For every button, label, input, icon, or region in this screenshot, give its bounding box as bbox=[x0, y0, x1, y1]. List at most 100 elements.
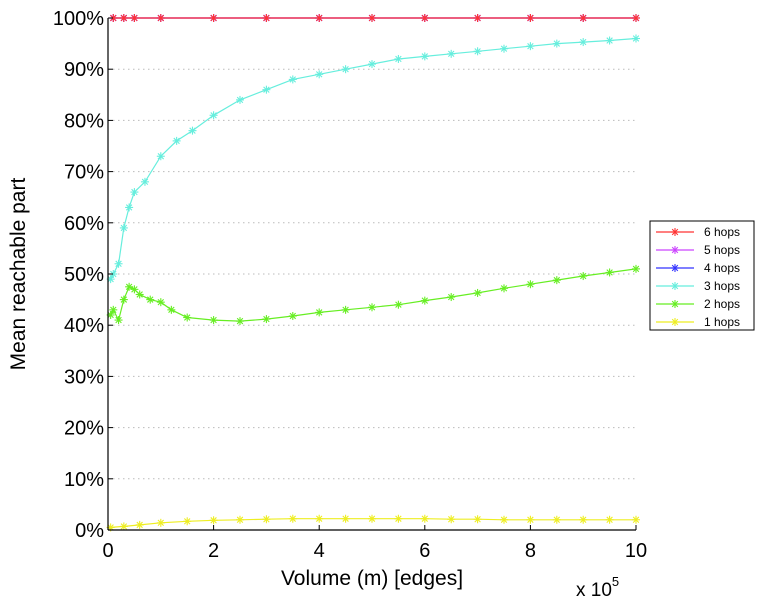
data-point bbox=[114, 259, 123, 268]
legend: 6 hops 5 hops 4 hops 3 hops 2 hops 1 hops bbox=[649, 220, 755, 331]
data-point bbox=[526, 280, 535, 289]
x-tick-label: 10 bbox=[625, 540, 647, 562]
data-point bbox=[288, 311, 297, 320]
legend-label: 2 hops bbox=[704, 297, 740, 311]
data-point bbox=[156, 298, 165, 307]
x-multiplier-exponent: 5 bbox=[612, 574, 619, 589]
y-axis-label: Mean reachable part bbox=[7, 178, 30, 371]
data-point bbox=[368, 60, 376, 69]
x-multiplier-base: x 10 bbox=[576, 580, 612, 600]
x-tick-label: 2 bbox=[208, 540, 219, 562]
data-point bbox=[605, 515, 614, 524]
data-point bbox=[473, 515, 482, 524]
data-point bbox=[146, 295, 155, 304]
legend-label: 3 hops bbox=[704, 279, 740, 293]
data-point bbox=[447, 293, 456, 302]
data-point bbox=[209, 516, 218, 525]
data-point bbox=[262, 515, 271, 524]
y-tick-label: 70% bbox=[64, 162, 104, 184]
data-point bbox=[579, 272, 588, 281]
x-tick-label: 0 bbox=[102, 540, 113, 562]
y-tick-label: 10% bbox=[64, 469, 104, 491]
legend-label: 5 hops bbox=[704, 243, 740, 257]
data-point bbox=[183, 517, 192, 526]
data-point bbox=[473, 288, 482, 297]
legend-marker bbox=[671, 264, 679, 272]
data-point bbox=[156, 14, 165, 22]
x-multiplier-label: x 105 bbox=[576, 574, 619, 600]
x-tick-label: 6 bbox=[419, 540, 430, 562]
y-tick-label: 0% bbox=[75, 520, 104, 542]
data-point bbox=[119, 223, 128, 232]
y-tick-label: 80% bbox=[64, 110, 104, 132]
y-tick-label: 100% bbox=[53, 8, 104, 30]
data-point bbox=[315, 308, 324, 317]
data-point bbox=[209, 14, 218, 22]
data-point bbox=[341, 65, 350, 74]
data-point bbox=[579, 14, 588, 22]
data-point bbox=[473, 47, 482, 56]
series-line-1-hops bbox=[110, 518, 636, 528]
data-point bbox=[420, 514, 429, 523]
legend-marker bbox=[671, 300, 679, 308]
y-tick-label: 60% bbox=[64, 213, 104, 235]
legend-marker bbox=[671, 228, 679, 236]
data-point bbox=[552, 276, 561, 285]
data-point bbox=[209, 111, 218, 120]
data-point bbox=[579, 515, 588, 524]
data-point bbox=[368, 514, 376, 523]
data-point bbox=[368, 303, 376, 312]
x-axis-label: Volume (m) [edges] bbox=[281, 567, 463, 590]
series-line-2-hops bbox=[110, 268, 637, 322]
data-point bbox=[394, 514, 403, 523]
data-point bbox=[579, 38, 588, 47]
data-point bbox=[420, 14, 429, 22]
data-point bbox=[167, 305, 176, 314]
data-point bbox=[368, 14, 376, 22]
data-point bbox=[632, 515, 640, 524]
data-point bbox=[119, 522, 128, 531]
data-point bbox=[394, 54, 403, 63]
data-point bbox=[526, 42, 535, 51]
data-point bbox=[172, 136, 181, 145]
data-point bbox=[420, 52, 429, 61]
data-point bbox=[526, 14, 535, 22]
data-point bbox=[119, 14, 128, 22]
data-point bbox=[156, 518, 165, 527]
data-point bbox=[341, 514, 350, 523]
y-tick-label: 90% bbox=[64, 59, 104, 81]
data-point bbox=[156, 152, 165, 161]
data-point bbox=[552, 39, 561, 48]
grid-lines bbox=[108, 68, 636, 480]
series-3-hops bbox=[106, 34, 640, 284]
data-point bbox=[632, 34, 640, 43]
data-point bbox=[500, 284, 508, 293]
legend-marker bbox=[671, 282, 679, 290]
data-point bbox=[420, 296, 429, 305]
data-point bbox=[262, 85, 271, 94]
x-tick-label: 8 bbox=[525, 540, 536, 562]
data-point bbox=[119, 295, 128, 304]
legend-marker bbox=[671, 318, 679, 326]
data-point bbox=[315, 70, 324, 79]
y-tick-label: 30% bbox=[64, 366, 104, 388]
data-point bbox=[552, 515, 561, 524]
legend-marker bbox=[671, 246, 679, 254]
legend-box bbox=[649, 220, 755, 331]
data-point bbox=[632, 264, 640, 273]
data-point bbox=[209, 316, 218, 325]
data-point bbox=[183, 313, 192, 322]
data-point bbox=[315, 14, 324, 22]
plot-area bbox=[108, 18, 636, 530]
data-point bbox=[288, 75, 297, 84]
data-point bbox=[315, 514, 324, 523]
y-tick-label: 50% bbox=[64, 264, 104, 286]
data-point bbox=[526, 515, 535, 524]
y-tick-label: 40% bbox=[64, 315, 104, 337]
data-point bbox=[394, 300, 403, 309]
series-2-hops bbox=[106, 264, 640, 326]
data-point bbox=[188, 126, 197, 135]
data-point bbox=[500, 515, 508, 524]
legend-label: 4 hops bbox=[704, 261, 740, 275]
data-point bbox=[288, 514, 297, 523]
